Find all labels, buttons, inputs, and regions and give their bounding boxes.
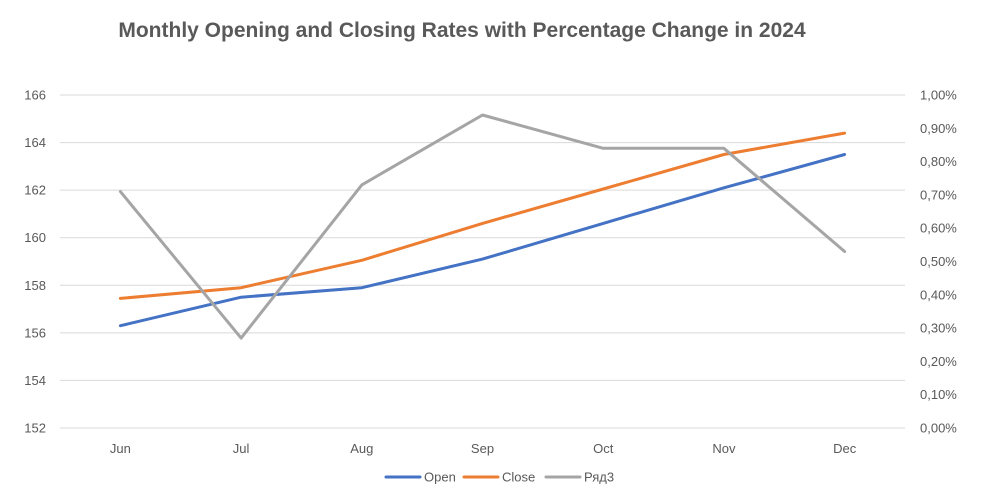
right-tick-label: 0,90% [920,121,957,136]
left-tick-label: 166 [24,88,46,103]
right-tick-label: 0,80% [920,154,957,169]
x-tick-label: Jul [233,441,250,456]
left-tick-label: 164 [24,135,46,150]
left-axis-ticks: 152 154 156 158 160 162 164 166 [24,88,46,436]
legend-label: Open [424,470,456,485]
x-tick-label: Dec [833,441,857,456]
right-tick-label: 0,40% [920,287,957,302]
x-tick-label: Oct [593,441,614,456]
left-tick-label: 160 [24,230,46,245]
legend-label: Ряд3 [584,470,614,485]
right-tick-label: 0,60% [920,221,957,236]
chart-title: Monthly Opening and Closing Rates with P… [118,19,806,42]
right-axis-ticks: 0,00% 0,10% 0,20% 0,30% 0,40% 0,50% 0,60% 0,70%… [920,88,957,436]
series-lines [118,113,847,340]
left-tick-label: 156 [24,325,46,340]
left-tick-label: 162 [24,183,46,198]
right-tick-label: 0,20% [920,354,957,369]
right-tick-label: 1,00% [920,88,957,103]
right-tick-label: 0,30% [920,321,957,336]
left-tick-label: 152 [24,421,46,436]
x-tick-label: Nov [712,441,736,456]
x-tick-label: Aug [350,441,373,456]
legend: Open Close Ряд3 [384,470,614,485]
series-line-close [118,131,847,300]
left-tick-label: 158 [24,278,46,293]
series-line-ряд3 [118,113,847,340]
x-tick-label: Sep [471,441,494,456]
series-line-open [118,153,847,328]
right-tick-label: 0,50% [920,254,957,269]
right-tick-label: 0,10% [920,387,957,402]
left-tick-label: 154 [24,373,46,388]
x-axis-ticks: Jun Jul Aug Sep Oct Nov Dec [110,441,857,456]
gridlines [60,94,905,429]
x-tick-label: Jun [110,441,131,456]
right-tick-label: 0,00% [920,421,957,436]
legend-label: Close [502,470,535,485]
right-tick-label: 0,70% [920,187,957,202]
